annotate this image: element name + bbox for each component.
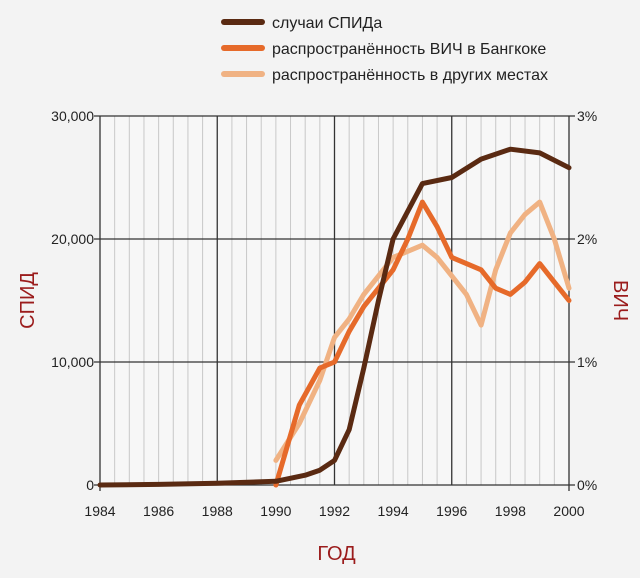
grid — [94, 115, 575, 491]
x-tick-label: 2000 — [553, 503, 584, 519]
x-tick-label: 1986 — [143, 503, 174, 519]
y-left-tick-label: 30,000 — [51, 108, 94, 124]
x-tick-label: 1998 — [495, 503, 526, 519]
x-tick-label: 1988 — [202, 503, 233, 519]
series-line-3 — [273, 199, 572, 463]
x-tick-label: 1984 — [84, 503, 115, 519]
x-tick-label: 1990 — [260, 503, 291, 519]
series-line-2 — [273, 199, 572, 488]
y-right-tick-label: 0% — [577, 477, 597, 493]
x-tick-label: 1994 — [378, 503, 409, 519]
legend: случаи СПИДа распространённость ВИЧ в Бан… — [221, 15, 548, 84]
legend-label: распространённость ВИЧ в Бангкоке — [272, 41, 546, 58]
y-right-tick-label: 3% — [577, 108, 597, 124]
legend-label: распространённость в других местах — [272, 67, 548, 84]
y-left-tick-label: 0 — [86, 477, 94, 493]
y-right-tick-label: 2% — [577, 231, 597, 247]
y-axis-left-title: СПИД — [17, 272, 39, 329]
x-tick-label: 1992 — [319, 503, 350, 519]
series-line-1 — [97, 146, 572, 488]
y-right-tick-label: 1% — [577, 354, 597, 370]
legend-label: случаи СПИДа — [272, 15, 382, 32]
y-axis-right-title: ВИЧ — [609, 280, 631, 321]
y-left-tick-label: 20,000 — [51, 231, 94, 247]
tick-labels: 1984 1986 1988 1990 1992 1994 1996 1998 2000 0 10,… — [51, 108, 597, 519]
y-left-tick-label: 10,000 — [51, 354, 94, 370]
series-lines — [97, 146, 572, 488]
x-tick-label: 1996 — [436, 503, 467, 519]
x-axis-title: ГОД — [317, 543, 356, 565]
